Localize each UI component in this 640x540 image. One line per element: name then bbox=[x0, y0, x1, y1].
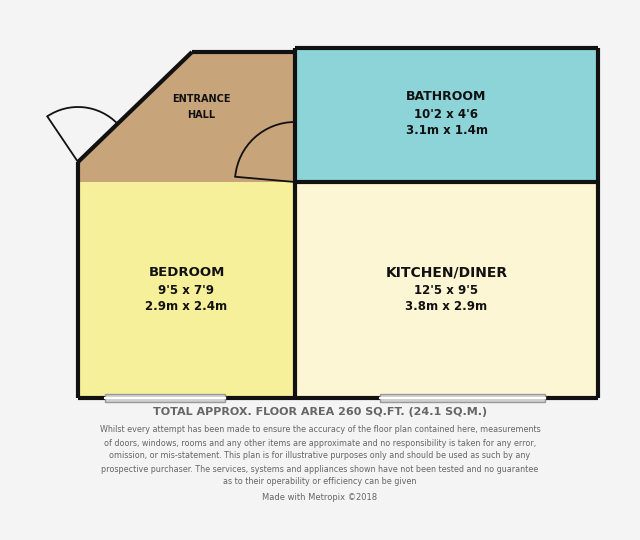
Text: HALL: HALL bbox=[188, 110, 216, 120]
Text: Whilst every attempt has been made to ensure the accuracy of the floor plan cont: Whilst every attempt has been made to en… bbox=[100, 426, 540, 435]
Bar bbox=[380, 394, 545, 402]
Bar bbox=[105, 394, 225, 402]
Bar bbox=[78, 182, 295, 398]
Text: omission, or mis-statement. This plan is for illustrative purposes only and shou: omission, or mis-statement. This plan is… bbox=[109, 451, 531, 461]
Text: BATHROOM: BATHROOM bbox=[406, 91, 486, 104]
Text: 12'5 x 9'5: 12'5 x 9'5 bbox=[415, 284, 479, 296]
Bar bbox=[295, 48, 598, 182]
Text: 9'5 x 7'9: 9'5 x 7'9 bbox=[159, 284, 214, 296]
Text: TOTAL APPROX. FLOOR AREA 260 SQ.FT. (24.1 SQ.M.): TOTAL APPROX. FLOOR AREA 260 SQ.FT. (24.… bbox=[153, 407, 487, 417]
Polygon shape bbox=[78, 52, 295, 182]
Text: KITCHEN/DINER: KITCHEN/DINER bbox=[385, 265, 508, 279]
Text: as to their operability or efficiency can be given: as to their operability or efficiency ca… bbox=[223, 477, 417, 487]
Text: prospective purchaser. The services, systems and appliances shown have not been : prospective purchaser. The services, sys… bbox=[101, 464, 539, 474]
Text: 3.1m x 1.4m: 3.1m x 1.4m bbox=[406, 125, 488, 138]
Text: 10'2 x 4'6: 10'2 x 4'6 bbox=[415, 109, 479, 122]
Text: BEDROOM: BEDROOM bbox=[148, 266, 225, 279]
Text: Made with Metropix ©2018: Made with Metropix ©2018 bbox=[262, 492, 378, 502]
Text: 3.8m x 2.9m: 3.8m x 2.9m bbox=[405, 300, 488, 313]
Text: 2.9m x 2.4m: 2.9m x 2.4m bbox=[145, 300, 228, 313]
Bar bbox=[295, 182, 598, 398]
Text: of doors, windows, rooms and any other items are approximate and no responsibili: of doors, windows, rooms and any other i… bbox=[104, 438, 536, 448]
Text: ENTRANCE: ENTRANCE bbox=[172, 94, 231, 104]
